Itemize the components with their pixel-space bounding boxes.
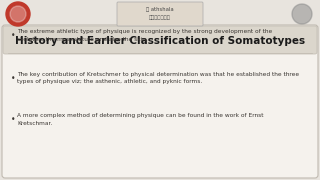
- Text: History and Earlier Classification of Somatotypes: History and Earlier Classification of So…: [15, 36, 305, 46]
- Circle shape: [10, 6, 26, 22]
- Text: •: •: [11, 115, 15, 124]
- Text: The key contribution of Kretschmer to physical determination was that he establi: The key contribution of Kretschmer to ph…: [17, 72, 299, 84]
- Text: •: •: [11, 74, 15, 83]
- Text: •: •: [11, 31, 15, 40]
- Text: A more complex method of determining physique can be found in the work of Ernst
: A more complex method of determining phy…: [17, 114, 263, 126]
- Text: पाठशाला: पाठशाला: [149, 15, 171, 21]
- Text: 🏛 athshala: 🏛 athshala: [146, 8, 174, 12]
- FancyBboxPatch shape: [2, 25, 318, 178]
- FancyBboxPatch shape: [117, 2, 203, 26]
- Circle shape: [6, 2, 30, 26]
- Circle shape: [292, 4, 312, 24]
- Text: The extreme athletic type of physique is recognized by the strong development of: The extreme athletic type of physique is…: [17, 29, 272, 41]
- FancyBboxPatch shape: [3, 26, 317, 54]
